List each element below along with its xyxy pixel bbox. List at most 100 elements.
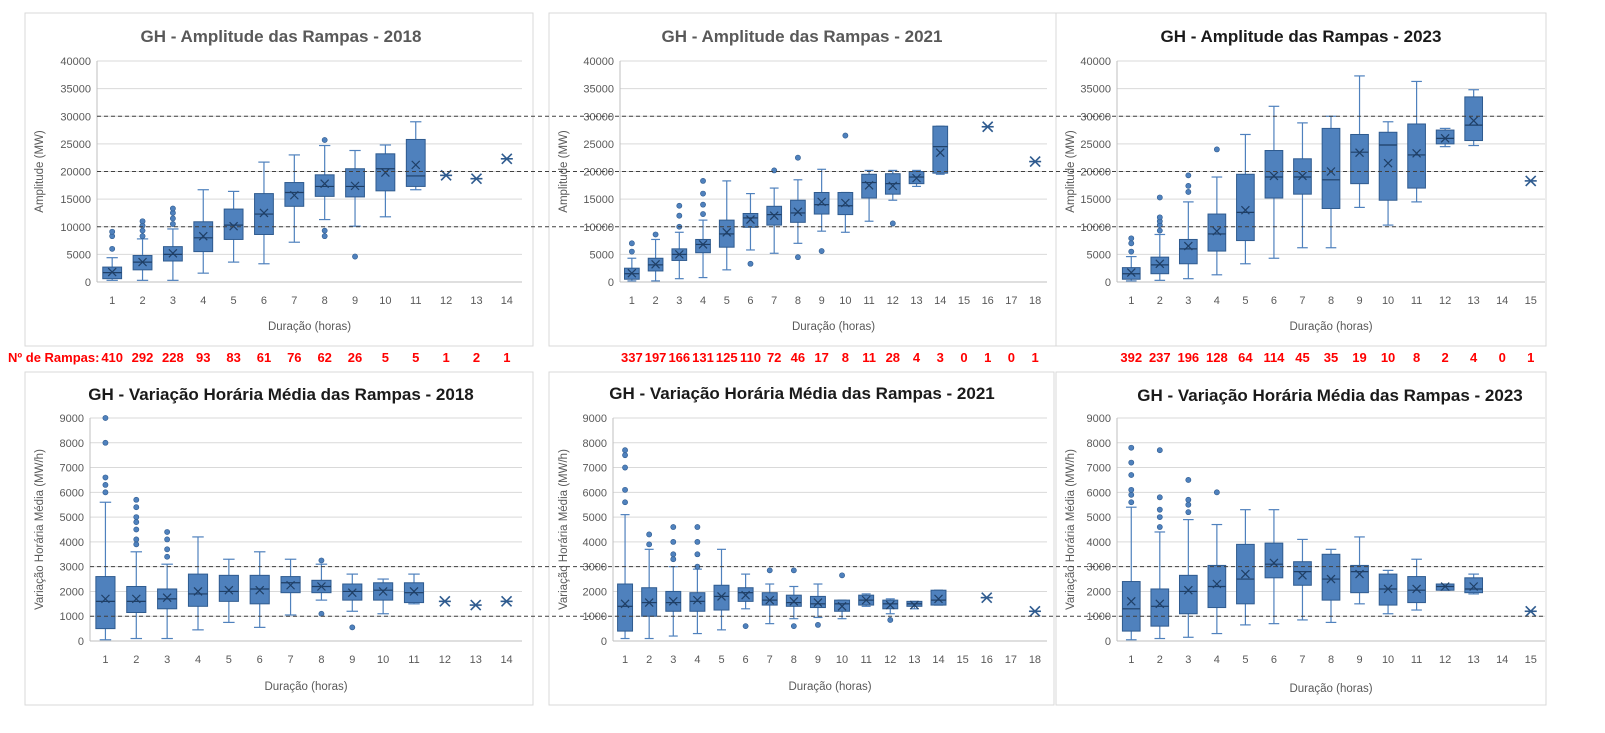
y-tick-label: 6000: [583, 487, 607, 499]
box-plot-2: [132, 218, 153, 281]
outlier-point: [694, 524, 701, 530]
mean-marker: [1183, 585, 1193, 595]
x-tick-label: 17: [1005, 654, 1017, 666]
ramp-count-value: 392: [1120, 350, 1142, 365]
outlier-point: [133, 514, 140, 521]
mean-marker: [380, 168, 390, 178]
ramp-count-value: 28: [886, 350, 900, 365]
ramp-count-value: 4: [913, 350, 921, 365]
x-tick-label: 4: [195, 654, 201, 666]
box-plot-1: [624, 240, 640, 282]
single-value-marker: [500, 595, 513, 607]
x-tick-label: 1: [622, 654, 628, 666]
mean-marker: [1269, 171, 1279, 181]
chart-panel-2: GH - Amplitude das Rampas - 202105000100…: [548, 12, 1057, 365]
mean-marker: [1126, 268, 1136, 278]
y-tick-label: 7000: [1087, 463, 1111, 475]
outlier-point: [790, 623, 797, 630]
outlier-point: [652, 231, 659, 238]
single-value-marker: [470, 173, 483, 185]
outlier-point: [622, 447, 628, 454]
ramp-count-value: 93: [196, 350, 210, 365]
box-plot-5: [223, 190, 244, 263]
mean-marker: [746, 215, 755, 224]
box-body: [1435, 129, 1455, 145]
mean-marker: [789, 596, 799, 606]
outlier-point: [700, 177, 706, 184]
box-plot-2: [126, 496, 147, 640]
y-tick-label: 25000: [60, 139, 91, 151]
x-tick-label: 10: [379, 295, 391, 307]
y-tick-label: 40000: [60, 56, 91, 68]
y-axis-label: Variação Horária Média (MW/h): [558, 449, 570, 610]
mean-marker: [837, 601, 847, 611]
y-tick-label: 10000: [60, 222, 91, 234]
box-body: [1407, 123, 1426, 189]
mean-marker: [1298, 171, 1307, 181]
mean-marker: [1240, 205, 1250, 215]
ramp-count-value: 8: [1413, 350, 1420, 365]
outlier-point: [700, 211, 706, 217]
mean-marker: [350, 181, 360, 191]
outlier-point: [318, 557, 325, 564]
y-axis-label: Amplitude (MW): [34, 130, 46, 213]
x-tick-label: 6: [1271, 654, 1277, 666]
y-tick-label: 8000: [1087, 438, 1111, 450]
box-plot-6: [249, 551, 270, 628]
x-tick-label: 6: [1271, 295, 1277, 307]
ramp-count-value: 83: [226, 350, 240, 365]
box-body: [761, 592, 778, 606]
outlier-point: [628, 240, 635, 247]
outlier-point: [133, 541, 140, 548]
outlier-point: [742, 623, 749, 630]
mean-marker: [627, 268, 637, 278]
mean-marker: [1155, 259, 1165, 269]
ramp-count-value: 128: [1206, 350, 1228, 365]
ramp-count-value: 5: [412, 350, 419, 365]
mean-marker: [620, 599, 630, 609]
y-tick-label: 5000: [590, 249, 614, 261]
box-body: [695, 238, 711, 254]
x-axis-label: Duração (horas): [792, 321, 875, 333]
x-tick-label: 7: [288, 654, 294, 666]
mean-marker: [1212, 579, 1222, 589]
ramp-count-value: 110: [740, 350, 761, 365]
chart-title: GH - Amplitude das Rampas - 2023: [1161, 27, 1442, 46]
box-plot-11: [858, 593, 875, 607]
x-tick-label: 7: [1299, 295, 1305, 307]
mean-marker: [162, 593, 172, 603]
x-tick-label: 2: [653, 295, 659, 307]
box-plot-5: [1236, 133, 1255, 265]
box-plot-5: [218, 558, 239, 624]
outlier-point: [676, 212, 683, 219]
single-value-marker: [500, 153, 513, 165]
x-tick-label: 14: [934, 295, 946, 307]
x-tick-label: 16: [981, 654, 993, 666]
outlier-point: [133, 504, 140, 511]
x-tick-label: 1: [109, 295, 115, 307]
ramp-count-value: 1: [984, 350, 991, 365]
mean-marker: [289, 190, 299, 200]
outlier-point: [1156, 514, 1163, 521]
ramp-count-value: 64: [1238, 350, 1253, 365]
mean-marker: [1412, 584, 1422, 594]
mean-marker: [1298, 570, 1307, 580]
y-tick-label: 0: [608, 277, 614, 289]
x-tick-label: 3: [670, 654, 676, 666]
x-tick-label: 1: [102, 654, 108, 666]
chart-title: GH - Variação Horária Média das Rampas -…: [88, 385, 474, 404]
x-tick-label: 4: [1214, 295, 1220, 307]
outlier-point: [133, 536, 140, 543]
mean-marker: [817, 197, 827, 207]
box-body: [932, 125, 949, 174]
mean-marker: [193, 587, 203, 596]
mean-marker: [1440, 133, 1450, 143]
ramp-count-value: 0: [1008, 350, 1015, 365]
ramp-count-value: 410: [101, 350, 123, 365]
x-tick-label: 13: [470, 654, 482, 666]
box-plot-11: [1407, 558, 1426, 611]
box-plot-9: [813, 168, 830, 254]
x-tick-label: 9: [1356, 295, 1362, 307]
x-tick-label: 15: [1525, 295, 1537, 307]
